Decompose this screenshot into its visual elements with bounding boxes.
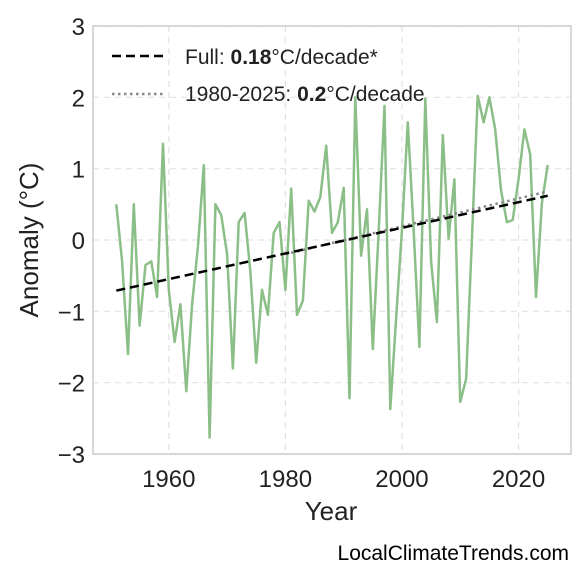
tick-labels: 1960 1980 2000 2020 3 2 1 0 −1 −2 −3 xyxy=(58,14,546,493)
legend-full-prefix: Full: xyxy=(185,46,231,69)
y-tick-label: 1 xyxy=(72,157,85,184)
legend-recent-label: 1980-2025: 0.2°C/decade xyxy=(185,83,425,106)
legend-full-label: Full: 0.18°C/decade* xyxy=(185,46,378,69)
y-tick-label: 3 xyxy=(72,14,85,41)
legend-recent-value: 0.2 xyxy=(297,83,326,106)
legend-full-value: 0.18 xyxy=(231,46,272,69)
legend-recent-prefix: 1980-2025: xyxy=(185,83,297,106)
y-tick-label: 0 xyxy=(72,228,85,255)
y-tick-label: −3 xyxy=(58,442,85,469)
series-layer xyxy=(115,94,549,439)
trend-layer xyxy=(116,190,548,292)
x-tick-label: 1980 xyxy=(259,466,312,493)
legend-full-suffix: °C/decade* xyxy=(271,46,377,69)
x-axis-label: Year xyxy=(305,496,358,526)
plot-frame xyxy=(92,25,572,455)
attribution: LocalClimateTrends.com xyxy=(337,542,569,565)
x-tick-label: 2000 xyxy=(375,466,428,493)
legend: Full: 0.18°C/decade* 1980-2025: 0.2°C/de… xyxy=(112,46,425,106)
y-tick-label: 2 xyxy=(72,85,85,112)
x-tick-label: 2020 xyxy=(492,466,545,493)
legend-recent-suffix: °C/decade xyxy=(326,83,424,106)
series-line xyxy=(115,94,549,439)
y-tick-label: −1 xyxy=(58,299,85,326)
y-axis-label: Anomaly (°C) xyxy=(14,163,44,318)
x-tick-label: 1960 xyxy=(142,466,195,493)
trend-full-line xyxy=(116,194,548,292)
y-tick-label: −2 xyxy=(58,371,85,398)
